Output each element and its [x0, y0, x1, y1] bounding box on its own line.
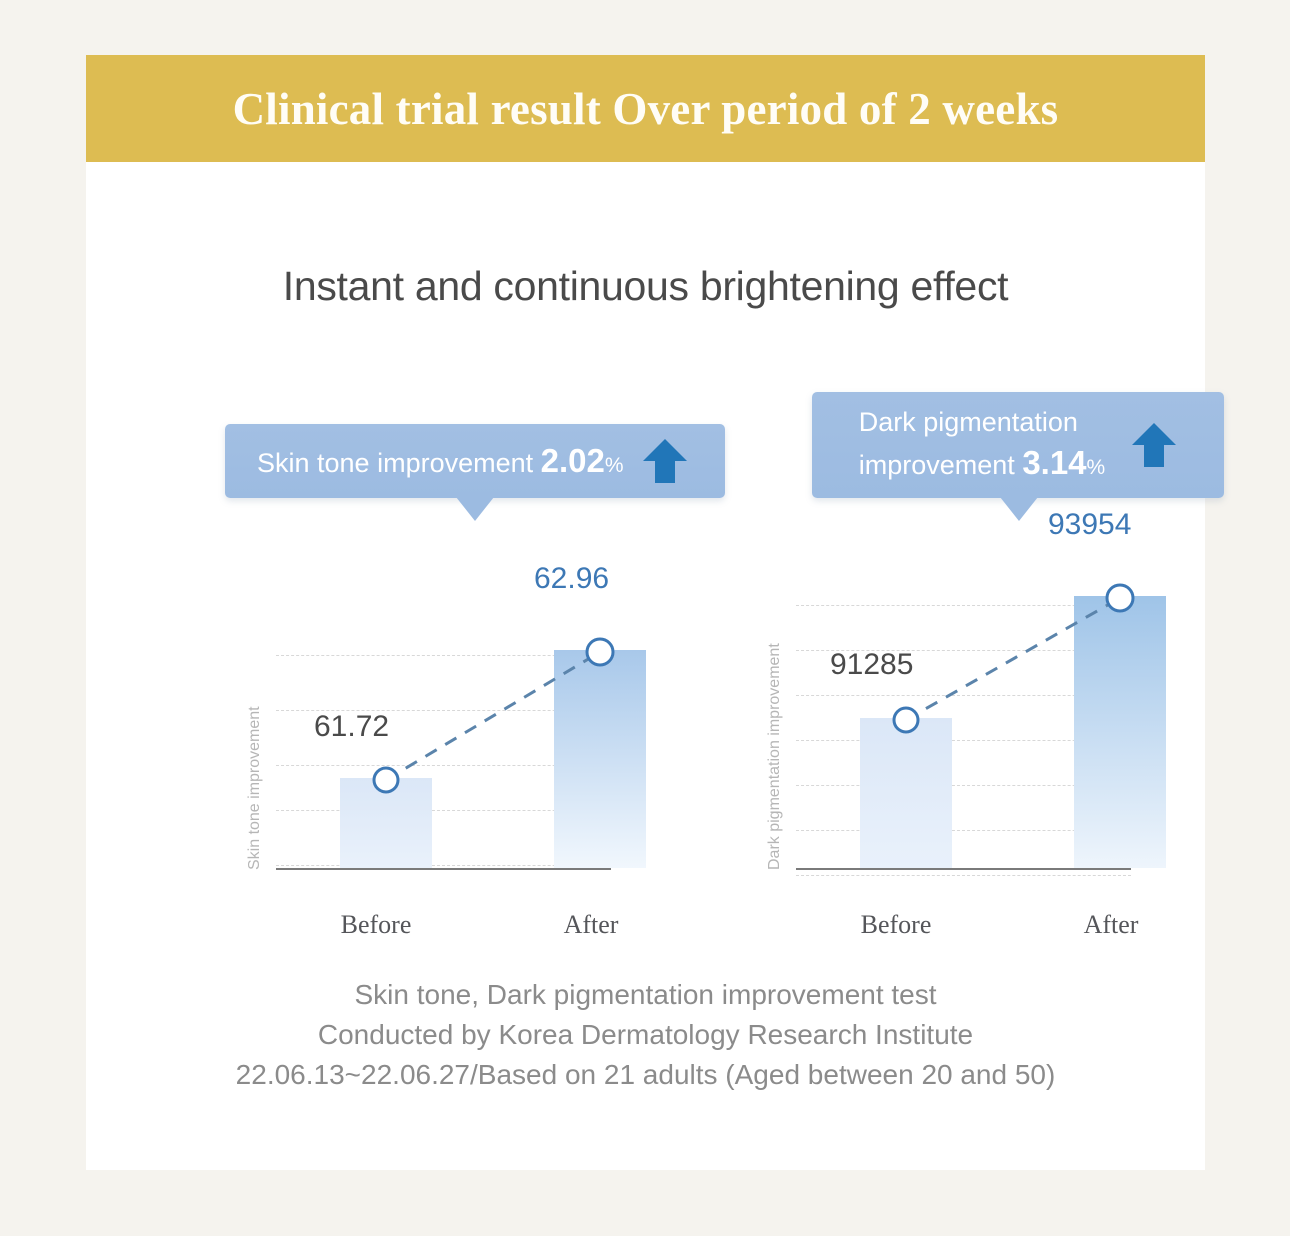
page-title: Clinical trial result Over period of 2 w… — [232, 83, 1059, 134]
value-label-before: 61.72 — [314, 710, 390, 743]
arrow-up-icon — [1132, 423, 1177, 467]
badge-skin-tone-value: 2.02 — [540, 442, 605, 480]
subtitle: Instant and continuous brightening effec… — [282, 263, 1009, 309]
plot-area-skin-tone: Skin tone improvement 61.72 62.96 — [246, 540, 646, 870]
chart-skin-tone: Skin tone improvement 61.72 62.96 Before… — [161, 495, 661, 939]
badge-dark-pigmentation-unit: % — [1086, 456, 1106, 480]
x-tick-after: After — [1083, 910, 1139, 939]
x-tick-before: Before — [340, 910, 412, 939]
x-tick-before: Before — [860, 910, 932, 939]
gridline — [276, 810, 611, 811]
badge-dark-pigmentation-label-line2: improvement — [858, 450, 1023, 481]
badge-skin-tone-unit: % — [604, 454, 624, 478]
chart-dark-pigmentation: Dark pigmentation improvement 91285 9395… — [681, 495, 1181, 939]
bar-after — [1074, 596, 1166, 868]
footnote-line-2: Conducted by Korea Dermatology Research … — [317, 1018, 974, 1050]
badge-dark-pigmentation-value: 3.14 — [1022, 444, 1087, 482]
bar-before — [860, 718, 952, 868]
y-axis-label-dark-pigmentation: Dark pigmentation improvement — [766, 643, 783, 870]
footnote-line-1: Skin tone, Dark pigmentation improvement… — [354, 979, 937, 1010]
badge-skin-tone: Skin tone improvement 2.02% — [225, 424, 725, 521]
value-label-after: 93954 — [1048, 508, 1132, 541]
badge-dark-pigmentation-pointer — [1000, 497, 1038, 521]
y-axis-label-skin-tone: Skin tone improvement — [246, 706, 263, 870]
footnote: Skin tone, Dark pigmentation improvement… — [86, 975, 1205, 1094]
arrow-up-icon — [642, 439, 687, 483]
x-axis-line — [276, 868, 611, 870]
gridline — [796, 830, 1131, 831]
bar-after — [554, 650, 646, 868]
badge-skin-tone-text: Skin tone improvement 2.02% — [257, 439, 624, 483]
badge-dark-pigmentation-text: Dark pigmentation improvement 3.14% — [859, 405, 1105, 484]
x-axis-line — [796, 868, 1131, 870]
bar-before — [340, 778, 432, 868]
value-label-before: 91285 — [830, 648, 914, 681]
value-label-after: 62.96 — [534, 562, 610, 595]
gridline — [796, 785, 1131, 786]
x-tick-after: After — [563, 910, 619, 939]
badge-dark-pigmentation: Dark pigmentation improvement 3.14% — [812, 392, 1224, 521]
badge-dark-pigmentation-label-line1: Dark pigmentation — [858, 407, 1078, 438]
gridline — [796, 875, 1131, 876]
badge-skin-tone-label: Skin tone improvement — [257, 448, 541, 479]
footnote-line-3: 22.06.13~22.06.27/Based on 21 adults (Ag… — [235, 1058, 1056, 1090]
gridline — [796, 740, 1131, 741]
infographic-card: Clinical trial result Over period of 2 w… — [86, 55, 1224, 1170]
gridline — [276, 865, 611, 866]
badge-skin-tone-pointer — [456, 497, 494, 521]
header-bar: Clinical trial result Over period of 2 w… — [86, 55, 1205, 162]
plot-area-dark-pigmentation: Dark pigmentation improvement 91285 9395… — [766, 508, 1166, 876]
